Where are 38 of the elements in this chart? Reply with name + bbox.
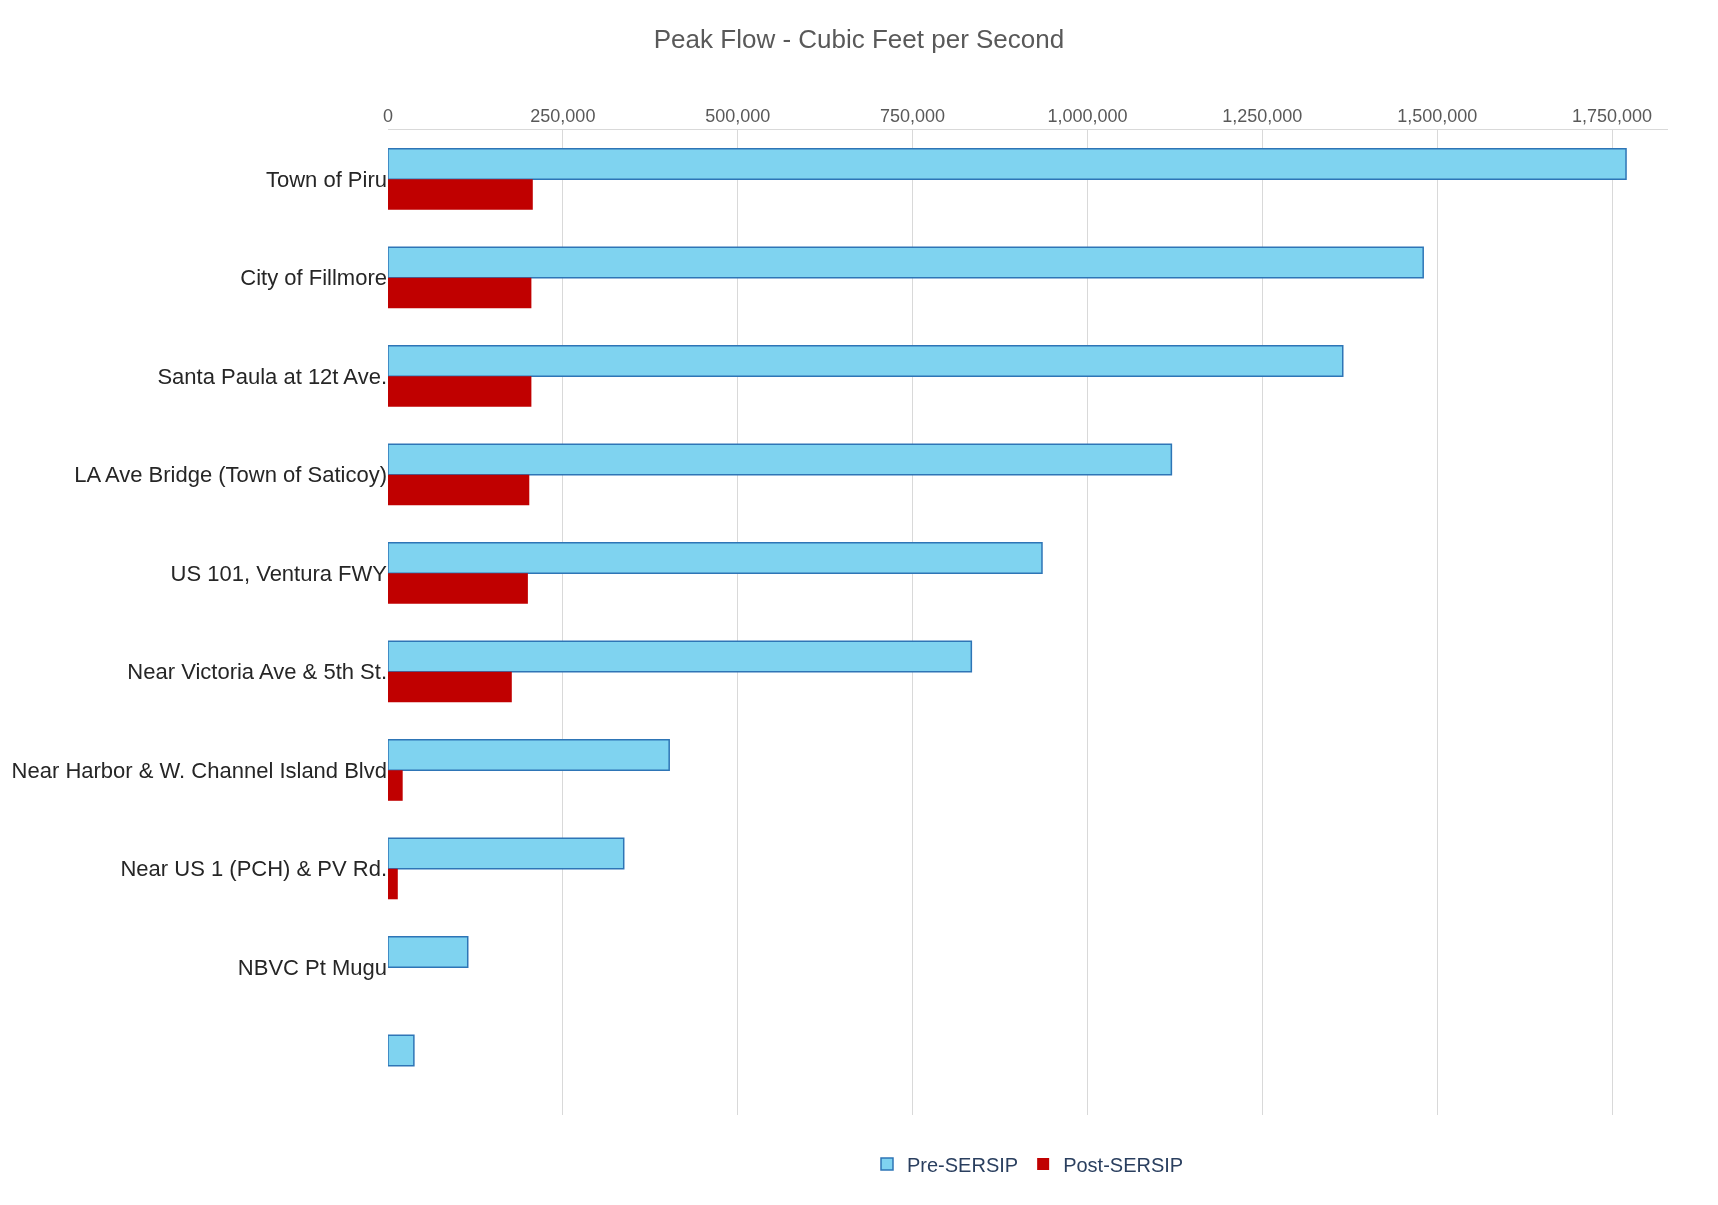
chart-title: Peak Flow - Cubic Feet per Second (653, 24, 1065, 55)
bar (388, 837, 625, 870)
x-tick-label: 500,000 (705, 105, 771, 126)
y-tick-label: Near Harbor & W. Channel Island Blvd (11, 757, 387, 783)
bar (388, 344, 1344, 377)
x-tick-label: 1,500,000 (1397, 105, 1478, 126)
bar (388, 246, 1424, 279)
bar (388, 640, 973, 673)
bar (388, 868, 398, 900)
legend-label: Post-SERSIP (1063, 1153, 1184, 1176)
x-tick-label: 1,000,000 (1047, 105, 1128, 126)
x-tick-label: 750,000 (880, 105, 946, 126)
bar (388, 179, 533, 210)
bar (388, 671, 512, 703)
y-tick-label: Near US 1 (PCH) & PV Rd. (120, 856, 387, 882)
bar (388, 738, 670, 771)
bar (388, 277, 532, 309)
bar (388, 147, 1627, 180)
y-tick-label: NBVC Pt Mugu (237, 954, 387, 980)
bar (388, 474, 530, 506)
x-tick-label: 250,000 (530, 105, 596, 126)
y-tick-label: LA Ave Bridge (Town of Saticoy) (74, 462, 387, 488)
legend-label: Pre-SERSIP (907, 1153, 1019, 1176)
bar (388, 1034, 415, 1067)
bar (388, 935, 469, 968)
y-tick-label: Town of Piru (265, 166, 387, 192)
bar (388, 541, 1043, 574)
y-tick-label: Santa Paula at 12t Ave. (157, 363, 387, 389)
bar (388, 376, 532, 407)
y-tick-label: US 101, Ventura FWY (170, 560, 388, 586)
y-tick-label: Near Victoria Ave & 5th St. (127, 659, 387, 685)
bar (388, 770, 403, 801)
x-tick-label: 1,750,000 (1572, 105, 1653, 126)
x-tick-label: 1,250,000 (1222, 105, 1303, 126)
bar (388, 443, 1173, 476)
x-tick-label: 0 (382, 105, 394, 126)
y-tick-label: City of Fillmore (240, 265, 387, 291)
bar (388, 573, 528, 604)
